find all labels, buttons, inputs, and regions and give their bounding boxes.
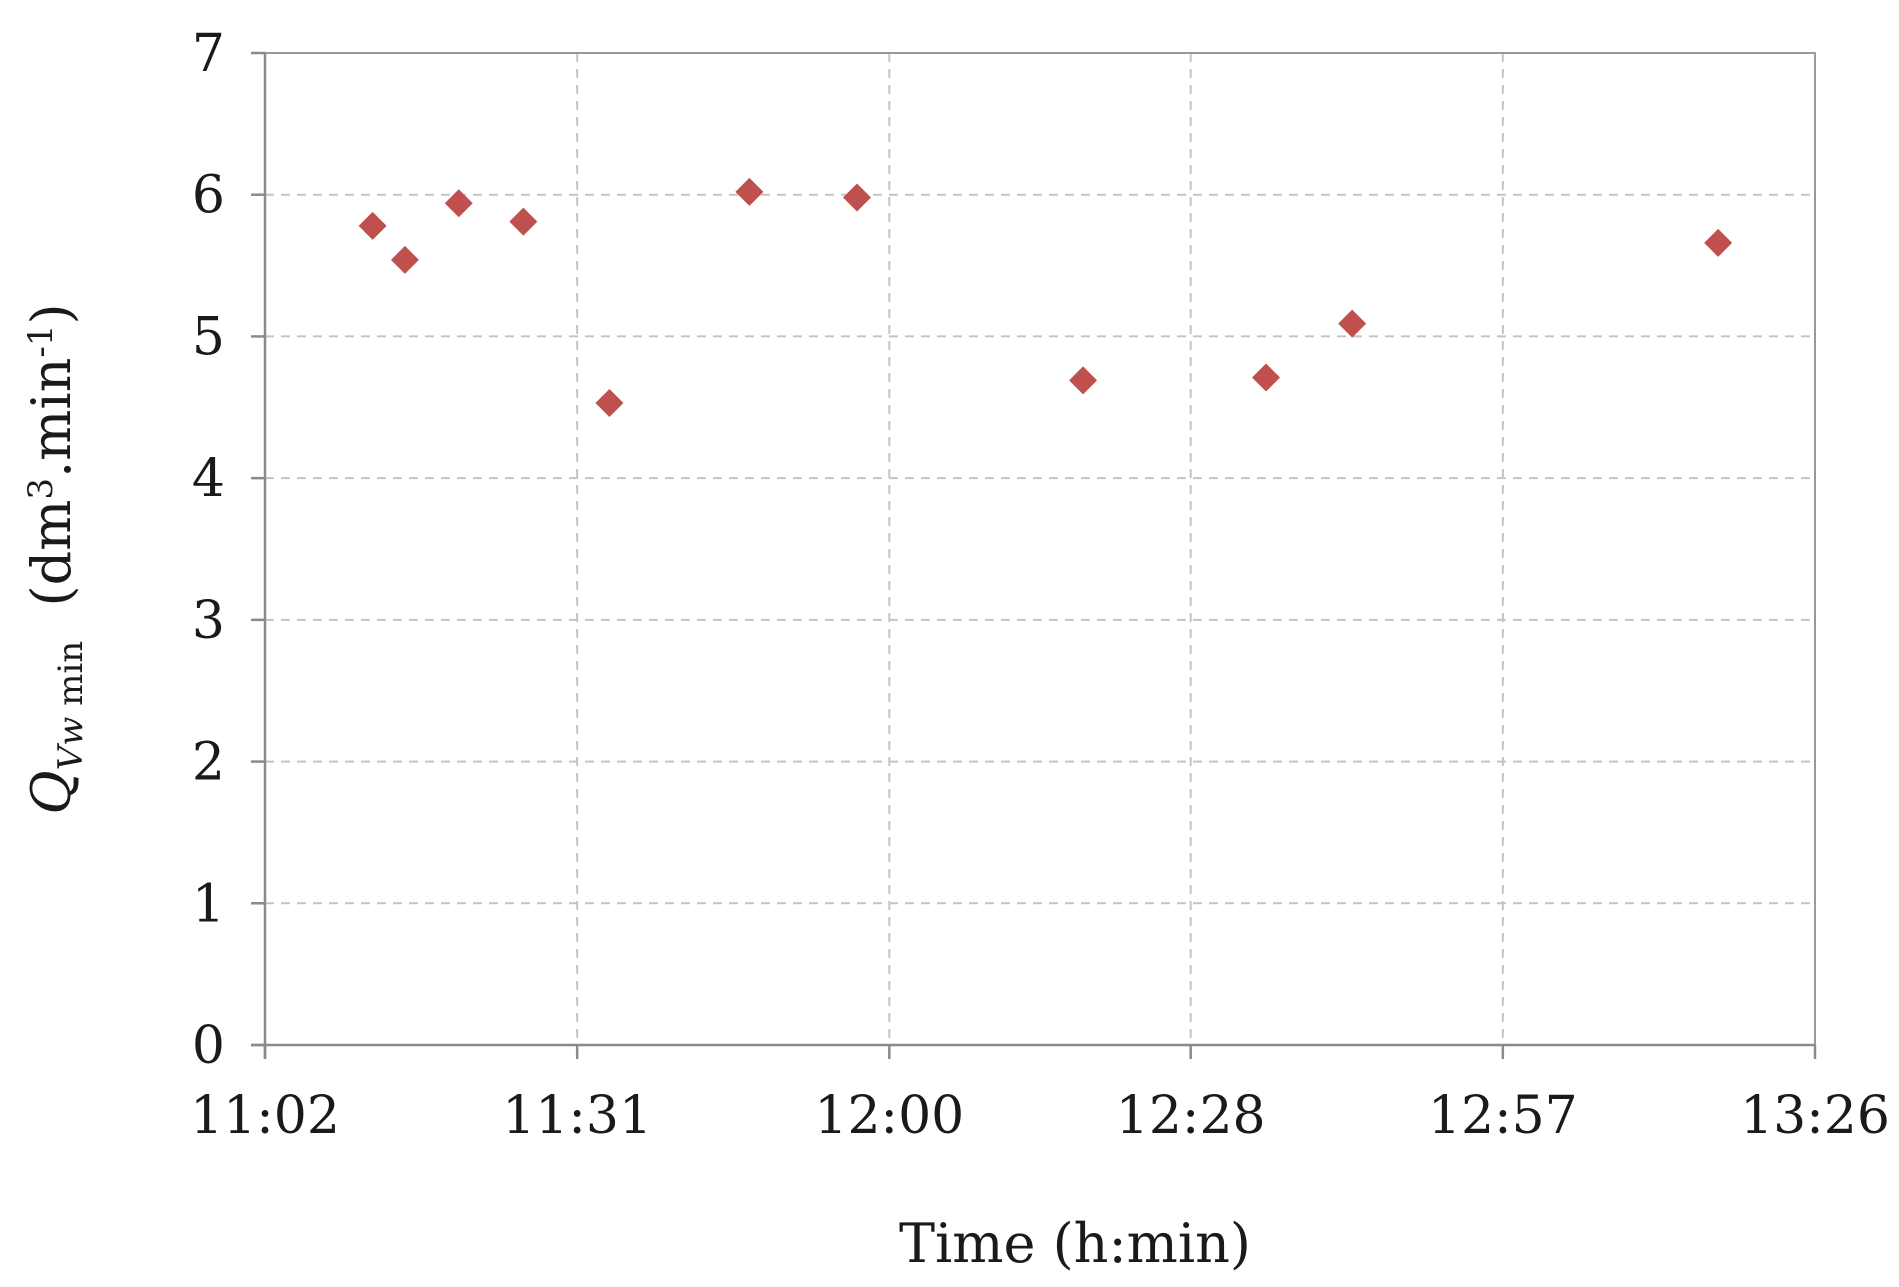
y-axis-title-unit-superscript-2: -1 (21, 324, 61, 357)
y-tick-label: 2 (192, 733, 225, 793)
data-points (358, 177, 1733, 418)
y-tick-label: 4 (192, 449, 225, 509)
data-point-diamond (595, 389, 624, 418)
y-tick-label: 3 (192, 591, 225, 651)
y-axis-title-subscript: Vw (51, 717, 91, 771)
y-axis-tick-labels: 0 1 2 3 4 5 6 7 (192, 24, 225, 1076)
y-axis-title-symbol: Q (20, 770, 83, 814)
x-tick-label: 12:28 (1116, 1086, 1266, 1146)
data-point-diamond (1704, 228, 1733, 257)
y-tick-label: 6 (192, 166, 225, 226)
plot-area-frame (264, 52, 1816, 1046)
y-axis-title-subscript-2: min (51, 641, 91, 717)
y-tick-label: 5 (192, 307, 225, 367)
data-point-diamond (509, 207, 538, 236)
x-tick-label: 12:57 (1428, 1086, 1578, 1146)
y-tick-label: 0 (192, 1016, 225, 1076)
data-point-diamond (843, 183, 872, 212)
data-point-diamond (358, 211, 387, 240)
y-tick-label: 1 (192, 874, 225, 934)
grid (265, 53, 1815, 1045)
data-point-diamond (390, 245, 419, 274)
x-tick-label: 12:00 (814, 1086, 964, 1146)
y-axis-title-unit-close: ) (20, 303, 83, 324)
x-tick-label: 13:26 (1740, 1086, 1890, 1146)
data-point-diamond (1069, 366, 1098, 395)
x-axis-tick-labels: 11:02 11:31 12:00 12:28 12:57 13:26 (190, 1086, 1890, 1146)
axes (251, 51, 1817, 1059)
y-axis-title: QVw min (dm3.min-1) (20, 303, 91, 814)
data-point-diamond (444, 189, 473, 218)
y-axis-title-unit-superscript-1: 3 (21, 478, 61, 500)
x-axis-title: Time (h:min) (899, 1212, 1251, 1275)
x-tick-label: 11:02 (190, 1086, 340, 1146)
data-point-diamond (735, 177, 764, 206)
x-tick-label: 11:31 (502, 1086, 652, 1146)
y-tick-label: 7 (192, 24, 225, 84)
y-axis-title-unit-open: (dm (20, 500, 83, 641)
data-point-diamond (1338, 309, 1367, 338)
data-point-diamond (1252, 363, 1281, 392)
y-axis-title-unit-mid: .min (20, 358, 83, 478)
